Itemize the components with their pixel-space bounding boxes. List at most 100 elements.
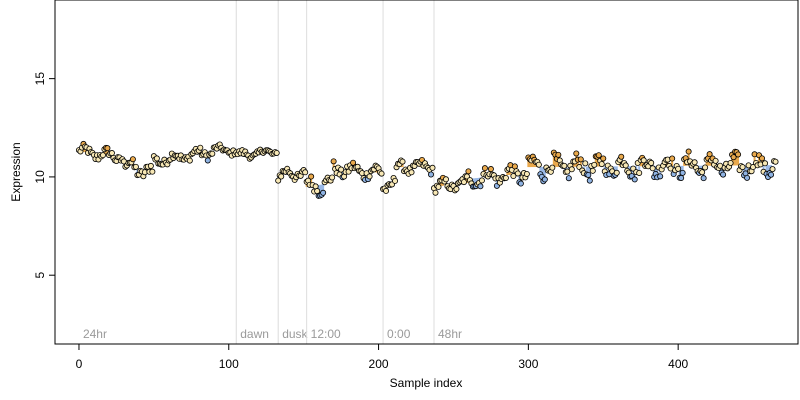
data-point	[487, 166, 494, 173]
plot-frame	[54, 0, 799, 345]
y-tick-label: 10	[33, 170, 47, 184]
phase-label: dusk	[282, 327, 308, 341]
data-point	[481, 165, 488, 172]
data-point	[657, 173, 664, 180]
data-point	[478, 177, 485, 184]
data-point	[541, 176, 548, 183]
phase-label: 48hr	[438, 327, 462, 341]
data-point	[427, 171, 434, 178]
data-point	[631, 176, 638, 183]
data-point	[648, 159, 655, 166]
data-point	[730, 154, 737, 161]
data-point	[442, 176, 449, 183]
data-point	[561, 162, 568, 169]
data-point	[399, 158, 406, 165]
phase-label: dawn	[240, 327, 269, 341]
data-point	[591, 161, 598, 168]
data-point	[278, 173, 285, 180]
data-point	[768, 171, 775, 178]
phase-label: 0:00	[387, 327, 411, 341]
data-point	[595, 152, 602, 159]
y-axis: 5 10 15	[33, 72, 55, 279]
data-point	[432, 189, 439, 196]
data-point	[613, 169, 620, 176]
data-point	[568, 166, 575, 173]
data-point	[735, 151, 742, 158]
data-point	[669, 155, 676, 162]
data-point	[460, 179, 467, 186]
data-point	[308, 173, 315, 180]
data-point	[378, 170, 385, 177]
x-tick-label: 100	[219, 357, 239, 371]
data-point	[744, 174, 751, 181]
data-point	[585, 171, 592, 178]
data-point	[502, 174, 509, 181]
data-point	[510, 173, 517, 180]
data-point	[209, 150, 216, 157]
x-tick-label: 400	[668, 357, 688, 371]
data-point	[197, 144, 204, 151]
data-point	[453, 186, 460, 193]
data-point	[636, 169, 643, 176]
data-point	[429, 164, 436, 171]
data-point	[366, 173, 373, 180]
data-point	[622, 162, 629, 169]
data-point	[153, 155, 160, 162]
data-point	[712, 157, 719, 164]
data-point	[408, 169, 415, 176]
data-point	[204, 157, 211, 164]
data-point	[586, 177, 593, 184]
data-point	[99, 152, 106, 159]
data-point	[273, 149, 280, 156]
y-tick-label: 5	[33, 272, 47, 279]
data-point	[108, 150, 115, 157]
data-point	[727, 159, 734, 166]
data-point	[772, 158, 779, 165]
data-point	[769, 166, 776, 173]
x-tick-label: 300	[518, 357, 538, 371]
data-point	[350, 159, 357, 166]
data-point	[675, 165, 682, 172]
x-tick-label: 0	[76, 357, 83, 371]
data-point	[186, 157, 193, 164]
y-tick-label: 15	[33, 72, 47, 86]
data-points	[75, 140, 779, 199]
data-point	[759, 155, 766, 162]
data-point	[465, 168, 472, 175]
phase-label: 24hr	[83, 327, 107, 341]
data-point	[678, 174, 685, 181]
data-point	[577, 156, 584, 163]
data-point	[383, 187, 390, 194]
data-point	[535, 161, 542, 168]
data-point	[720, 171, 727, 178]
data-point	[685, 148, 692, 155]
data-point	[275, 177, 282, 184]
data-point	[523, 170, 530, 177]
data-point	[679, 169, 686, 176]
data-point	[582, 160, 589, 167]
data-point	[132, 163, 139, 170]
data-point	[392, 177, 399, 184]
data-point	[477, 183, 484, 190]
data-point	[555, 151, 562, 158]
data-point	[600, 155, 607, 162]
data-point	[739, 164, 746, 171]
data-point	[702, 164, 709, 171]
data-point	[517, 180, 524, 187]
data-point	[700, 175, 707, 182]
x-tick-label: 200	[369, 357, 389, 371]
data-point	[149, 168, 156, 175]
data-point	[699, 169, 706, 176]
data-point	[706, 151, 713, 158]
data-point	[598, 161, 605, 168]
data-point	[320, 189, 327, 196]
data-point	[640, 157, 647, 164]
data-point	[104, 145, 111, 152]
data-point	[330, 158, 337, 165]
phase-label: 12:00	[311, 327, 341, 341]
data-point	[549, 164, 556, 171]
data-point	[762, 160, 769, 167]
data-point	[649, 165, 656, 172]
data-point	[691, 159, 698, 166]
